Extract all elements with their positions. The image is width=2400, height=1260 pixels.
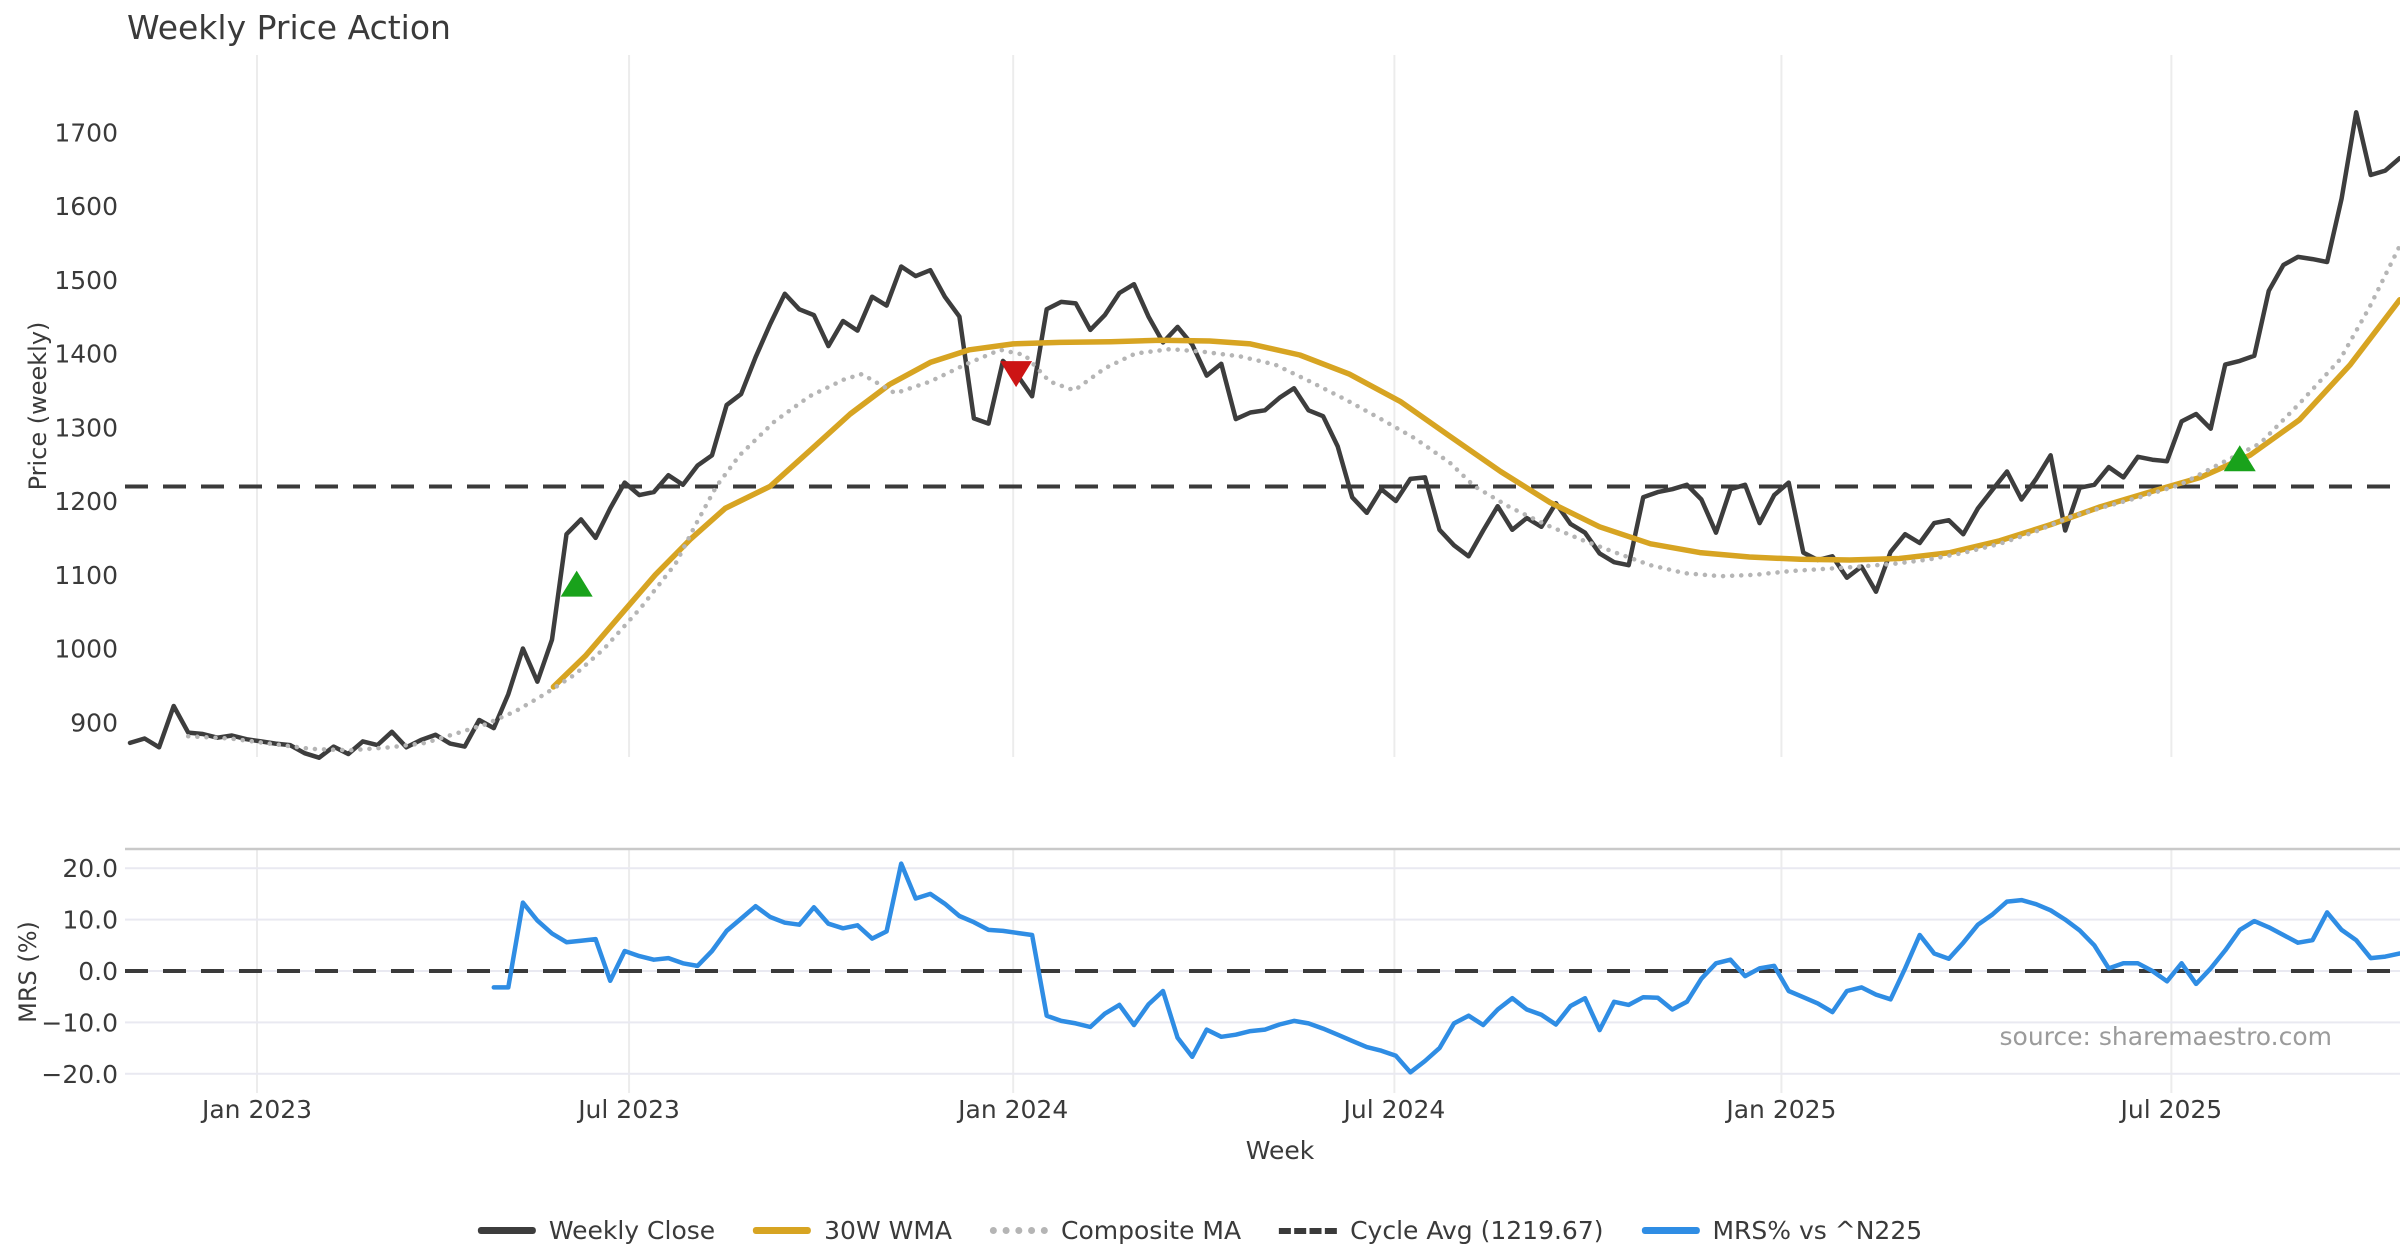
mrs-swatch-icon [1641, 1227, 1700, 1234]
buy-signal-2-marker-icon [2223, 445, 2256, 472]
price-tick-label: 1700 [54, 118, 118, 147]
week-tick-label: Jul 2025 [2118, 1095, 2222, 1124]
week-axis-label: Week [1245, 1136, 1315, 1165]
signal-markers [560, 361, 2256, 597]
chart-title: Weekly Price Action [127, 8, 451, 47]
weekly-close-swatch-icon [477, 1227, 536, 1234]
legend: Weekly Close 30W WMA Composite MA Cycle … [477, 1216, 1922, 1245]
week-tick-label: Jul 2023 [576, 1095, 680, 1124]
mrs-tick-label: 0.0 [78, 957, 118, 986]
buy-signal-1-marker-icon [560, 570, 593, 597]
axis-tick-labels: 900 1000 1100 1200 1300 1400 1500 1600 1700 20.0 1… [41, 118, 2222, 1124]
sell-signal-1-marker-icon [1000, 361, 1033, 388]
week-tick-label: Jul 2024 [1342, 1095, 1446, 1124]
price-tick-label: 1300 [54, 413, 118, 442]
mrs-axis-label: MRS (%) [14, 921, 42, 1023]
composite-ma-line [185, 243, 2400, 753]
bottom-panel-gridlines [125, 847, 2400, 1093]
price-tick-label: 1500 [54, 266, 118, 295]
weekly-close-line [127, 110, 2400, 760]
legend-label: 30W WMA [824, 1216, 953, 1245]
legend-item-composite-ma: Composite MA [990, 1216, 1241, 1245]
week-tick-label: Jan 2025 [1724, 1095, 1836, 1124]
price-tick-label: 900 [70, 708, 118, 737]
legend-item-mrs: MRS% vs ^N225 [1641, 1216, 1922, 1245]
mrs-tick-label: −10.0 [41, 1008, 118, 1037]
legend-item-cycle-avg: Cycle Avg (1219.67) [1279, 1216, 1603, 1245]
mrs-tick-label: 20.0 [62, 854, 118, 883]
legend-label: Cycle Avg (1219.67) [1350, 1216, 1604, 1245]
week-tick-label: Jan 2023 [200, 1095, 312, 1124]
series-layer [125, 110, 2400, 1075]
legend-label: MRS% vs ^N225 [1712, 1216, 1923, 1245]
top-panel-gridlines [256, 55, 2173, 757]
price-tick-label: 1200 [54, 487, 118, 516]
source-credit: source: sharemaestro.com [1999, 1022, 2333, 1051]
week-tick-label: Jan 2024 [956, 1095, 1068, 1124]
mrs-vs-n225-line [491, 861, 2400, 1075]
mrs-tick-label: −20.0 [41, 1060, 118, 1089]
legend-item-weekly-close: Weekly Close [477, 1216, 716, 1245]
composite-swatch-icon [990, 1227, 1049, 1234]
price-tick-label: 1100 [54, 561, 118, 590]
legend-item-30w-wma: 30W WMA [753, 1216, 952, 1245]
price-tick-label: 1400 [54, 340, 118, 369]
mrs-tick-label: 10.0 [62, 906, 118, 935]
cycle-avg-swatch-icon [1279, 1227, 1338, 1234]
price-tick-label: 1000 [54, 635, 118, 664]
30w-wma-line [550, 296, 2400, 690]
legend-label: Weekly Close [548, 1216, 716, 1245]
wma-swatch-icon [753, 1227, 812, 1234]
legend-label: Composite MA [1061, 1216, 1242, 1245]
price-axis-label: Price (weekly) [24, 321, 52, 491]
price-tick-label: 1600 [54, 192, 118, 221]
